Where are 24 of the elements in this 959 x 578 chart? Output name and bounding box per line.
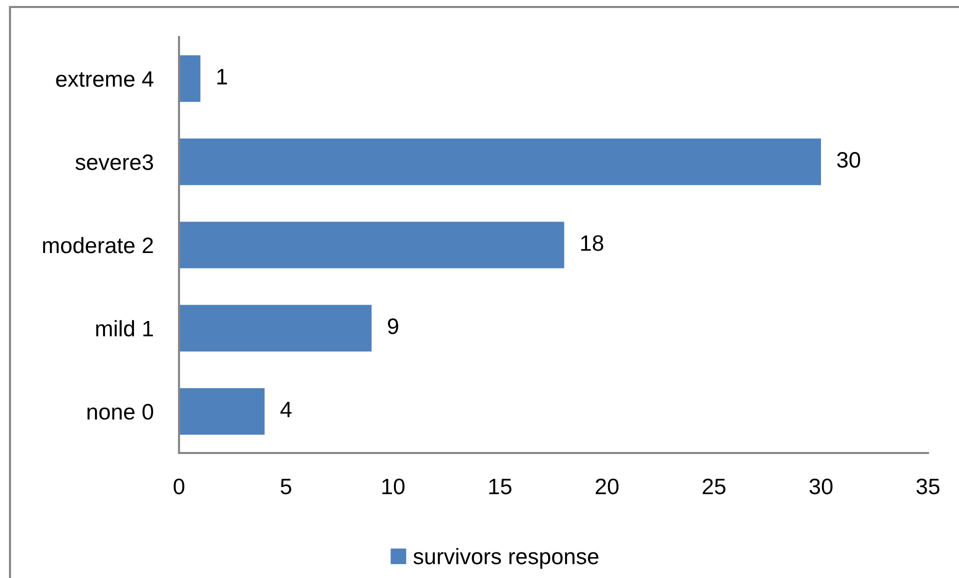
bar [179, 304, 372, 352]
x-tick-label: 30 [809, 478, 832, 494]
data-label: 30 [837, 152, 860, 168]
y-tick-label: moderate 2 [43, 236, 153, 254]
x-tick-label: 0 [174, 478, 184, 494]
legend-label: survivors response [413, 548, 598, 569]
data-label: 4 [280, 402, 292, 418]
x-tick-label: 25 [702, 478, 726, 494]
bar [179, 388, 265, 435]
y-tick-label: mild 1 [96, 320, 153, 336]
y-tick-label: extreme 4 [56, 71, 154, 87]
data-label: 1 [217, 69, 227, 84]
data-label: 18 [581, 235, 604, 251]
bar [179, 55, 200, 102]
bar [179, 138, 821, 186]
bar [179, 222, 564, 268]
y-tick-label: none 0 [88, 404, 154, 420]
x-tick-label: 20 [596, 478, 618, 494]
data-label: 9 [388, 318, 398, 334]
x-tick-label: 5 [280, 478, 292, 494]
y-tick-label: severe3 [76, 154, 154, 170]
x-tick-label: 35 [916, 478, 940, 494]
x-tick-label: 15 [489, 478, 512, 494]
x-tick-label: 10 [382, 478, 404, 494]
